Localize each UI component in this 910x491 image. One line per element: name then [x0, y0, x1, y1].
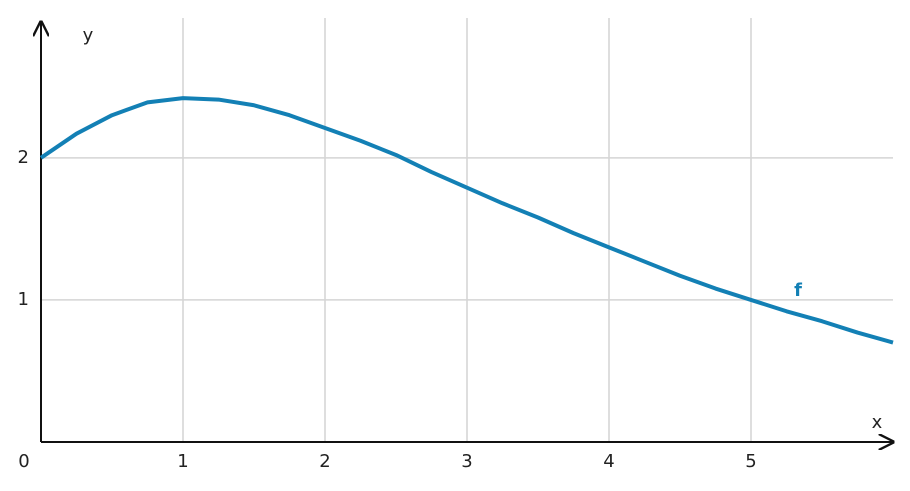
x-tick-label: 3: [461, 451, 472, 472]
x-tick-label: 4: [603, 451, 614, 472]
x-tick-label: 1: [177, 451, 188, 472]
grid: [41, 18, 893, 442]
x-axis-label: x: [872, 412, 883, 433]
series-label: f: [794, 280, 802, 301]
y-tick-label: 2: [18, 147, 29, 168]
x-tick-label: 0: [18, 451, 29, 472]
x-tick-label: 2: [319, 451, 330, 472]
x-tick-label: 5: [745, 451, 756, 472]
y-tick-label: 1: [18, 289, 29, 310]
line: [39, 96, 894, 345]
y-axis-label: y: [83, 25, 94, 46]
